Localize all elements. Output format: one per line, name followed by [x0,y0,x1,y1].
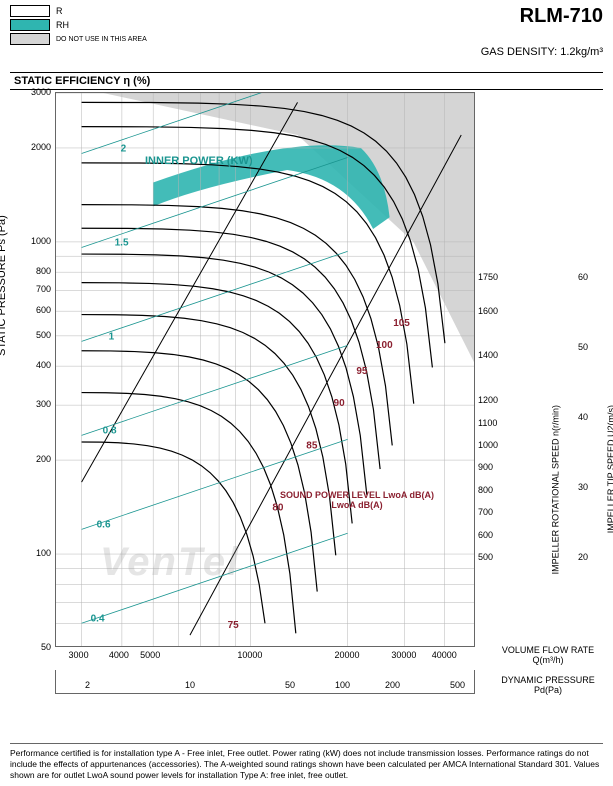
footnote: Performance certified is for installatio… [10,743,603,781]
svg-text:0.6: 0.6 [97,519,111,530]
svg-text:90: 90 [334,398,346,409]
x-axis-1-label: VOLUME FLOW RATE Q(m³/h) [493,645,603,665]
legend-r: R [10,5,147,17]
swatch-rh [10,19,50,31]
dynamic-pressure-box [55,670,475,694]
legend-r-label: R [56,6,63,16]
y-axis-left-label: STATIC PRESSURE Ps (Pa) [0,215,8,356]
swatch-r [10,5,50,17]
y-axis-right-2-label: IMPELLER TIP SPEED U2(m/s) [606,405,613,533]
svg-text:2: 2 [121,143,127,154]
legend-no-use-label: DO NOT USE IN THIS AREA [56,36,147,43]
legend: R RH DO NOT USE IN THIS AREA [10,5,147,65]
legend-no-use: DO NOT USE IN THIS AREA [10,33,147,45]
inner-power-label: INNER POWER (KW) [145,155,253,167]
svg-text:1: 1 [109,331,115,342]
svg-text:0.4: 0.4 [91,613,105,624]
watermark: VenTel [100,540,240,585]
gas-density: GAS DENSITY: 1.2kg/m³ [481,46,603,58]
efficiency-header: STATIC EFFICIENCY η (%) [10,72,603,90]
svg-text:105: 105 [393,318,410,329]
legend-rh-label: RH [56,20,69,30]
sound-power-label: SOUND POWER LEVEL LwoA dB(A) LwoA dB(A) [280,490,434,510]
svg-text:85: 85 [306,440,318,451]
model-number: RLM-710 [481,5,603,28]
svg-text:1.5: 1.5 [115,237,129,248]
title-block: RLM-710 GAS DENSITY: 1.2kg/m³ [481,5,603,65]
x-axis-2-label: DYNAMIC PRESSURE Pd(Pa) [493,675,603,695]
svg-text:100: 100 [376,340,393,351]
y-axis-right-1-label: IMPELLER ROTATIONAL SPEED n(r/min) [550,405,560,574]
legend-rh: RH [10,19,147,31]
svg-text:75: 75 [228,620,240,631]
swatch-no-use [10,33,50,45]
svg-text:95: 95 [356,366,368,377]
svg-text:0.8: 0.8 [103,425,117,436]
